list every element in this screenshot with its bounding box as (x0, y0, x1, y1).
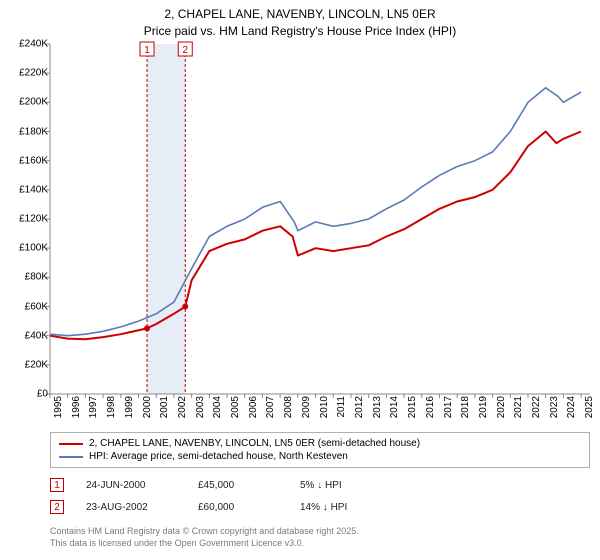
x-tick-label: 2011 (336, 396, 347, 418)
x-tick-label: 2019 (478, 396, 489, 418)
legend-label: 2, CHAPEL LANE, NAVENBY, LINCOLN, LN5 0E… (89, 438, 420, 449)
sale-date: 23-AUG-2002 (86, 502, 176, 513)
svg-text:1: 1 (144, 45, 150, 56)
x-tick-label: 2024 (566, 396, 577, 418)
chart-area: 12 £0£20K£40K£60K£80K£100K£120K£140K£160… (50, 44, 590, 394)
legend-item: HPI: Average price, semi-detached house,… (59, 450, 581, 463)
y-tick-label: £240K (19, 39, 48, 50)
x-tick-label: 2013 (372, 396, 383, 418)
x-tick-label: 1996 (71, 396, 82, 418)
footnote-line: This data is licensed under the Open Gov… (50, 538, 359, 550)
x-tick-label: 2009 (301, 396, 312, 418)
y-tick-label: £100K (19, 243, 48, 254)
footnote: Contains HM Land Registry data © Crown c… (50, 526, 359, 549)
x-tick-label: 2003 (195, 396, 206, 418)
x-tick-label: 2016 (425, 396, 436, 418)
x-tick-label: 1995 (53, 396, 64, 418)
sale-marker-number: 1 (50, 478, 64, 492)
chart-title: 2, CHAPEL LANE, NAVENBY, LINCOLN, LN5 0E… (0, 0, 600, 44)
y-tick-label: £120K (19, 214, 48, 225)
sale-marker-number: 2 (50, 500, 64, 514)
x-tick-label: 2025 (584, 396, 595, 418)
x-tick-label: 2018 (460, 396, 471, 418)
x-tick-label: 1997 (88, 396, 99, 418)
y-tick-label: £220K (19, 68, 48, 79)
y-tick-label: £160K (19, 155, 48, 166)
x-tick-label: 2020 (496, 396, 507, 418)
legend-label: HPI: Average price, semi-detached house,… (89, 451, 348, 462)
sale-price: £45,000 (198, 480, 278, 491)
y-tick-label: £0 (37, 389, 48, 400)
x-tick-label: 2002 (177, 396, 188, 418)
x-tick-label: 2000 (142, 396, 153, 418)
y-tick-label: £180K (19, 126, 48, 137)
x-tick-label: 2008 (283, 396, 294, 418)
x-tick-label: 2012 (354, 396, 365, 418)
sale-delta: 14% ↓ HPI (300, 502, 347, 513)
y-tick-label: £80K (25, 272, 48, 283)
svg-text:2: 2 (182, 45, 188, 56)
legend-swatch (59, 456, 83, 458)
footnote-line: Contains HM Land Registry data © Crown c… (50, 526, 359, 538)
sale-date: 24-JUN-2000 (86, 480, 176, 491)
title-line-2: Price paid vs. HM Land Registry's House … (0, 23, 600, 40)
y-tick-label: £60K (25, 301, 48, 312)
sale-price: £60,000 (198, 502, 278, 513)
x-tick-label: 2015 (407, 396, 418, 418)
sale-delta: 5% ↓ HPI (300, 480, 342, 491)
x-tick-label: 2022 (531, 396, 542, 418)
legend: 2, CHAPEL LANE, NAVENBY, LINCOLN, LN5 0E… (50, 432, 590, 468)
x-tick-label: 2014 (389, 396, 400, 418)
sale-row: 2 23-AUG-2002 £60,000 14% ↓ HPI (50, 500, 590, 514)
x-tick-label: 2001 (159, 396, 170, 418)
x-tick-label: 2017 (443, 396, 454, 418)
x-tick-label: 2021 (513, 396, 524, 418)
title-line-1: 2, CHAPEL LANE, NAVENBY, LINCOLN, LN5 0E… (0, 6, 600, 23)
legend-swatch (59, 443, 83, 445)
y-tick-label: £20K (25, 359, 48, 370)
x-tick-label: 1998 (106, 396, 117, 418)
line-chart: 12 (50, 44, 590, 394)
y-tick-label: £140K (19, 184, 48, 195)
x-tick-label: 2005 (230, 396, 241, 418)
x-tick-label: 2006 (248, 396, 259, 418)
x-tick-label: 2010 (319, 396, 330, 418)
legend-item: 2, CHAPEL LANE, NAVENBY, LINCOLN, LN5 0E… (59, 437, 581, 450)
x-tick-label: 2004 (212, 396, 223, 418)
x-tick-label: 1999 (124, 396, 135, 418)
x-tick-label: 2007 (265, 396, 276, 418)
x-tick-label: 2023 (549, 396, 560, 418)
y-tick-label: £200K (19, 97, 48, 108)
y-tick-label: £40K (25, 330, 48, 341)
sale-row: 1 24-JUN-2000 £45,000 5% ↓ HPI (50, 478, 590, 492)
